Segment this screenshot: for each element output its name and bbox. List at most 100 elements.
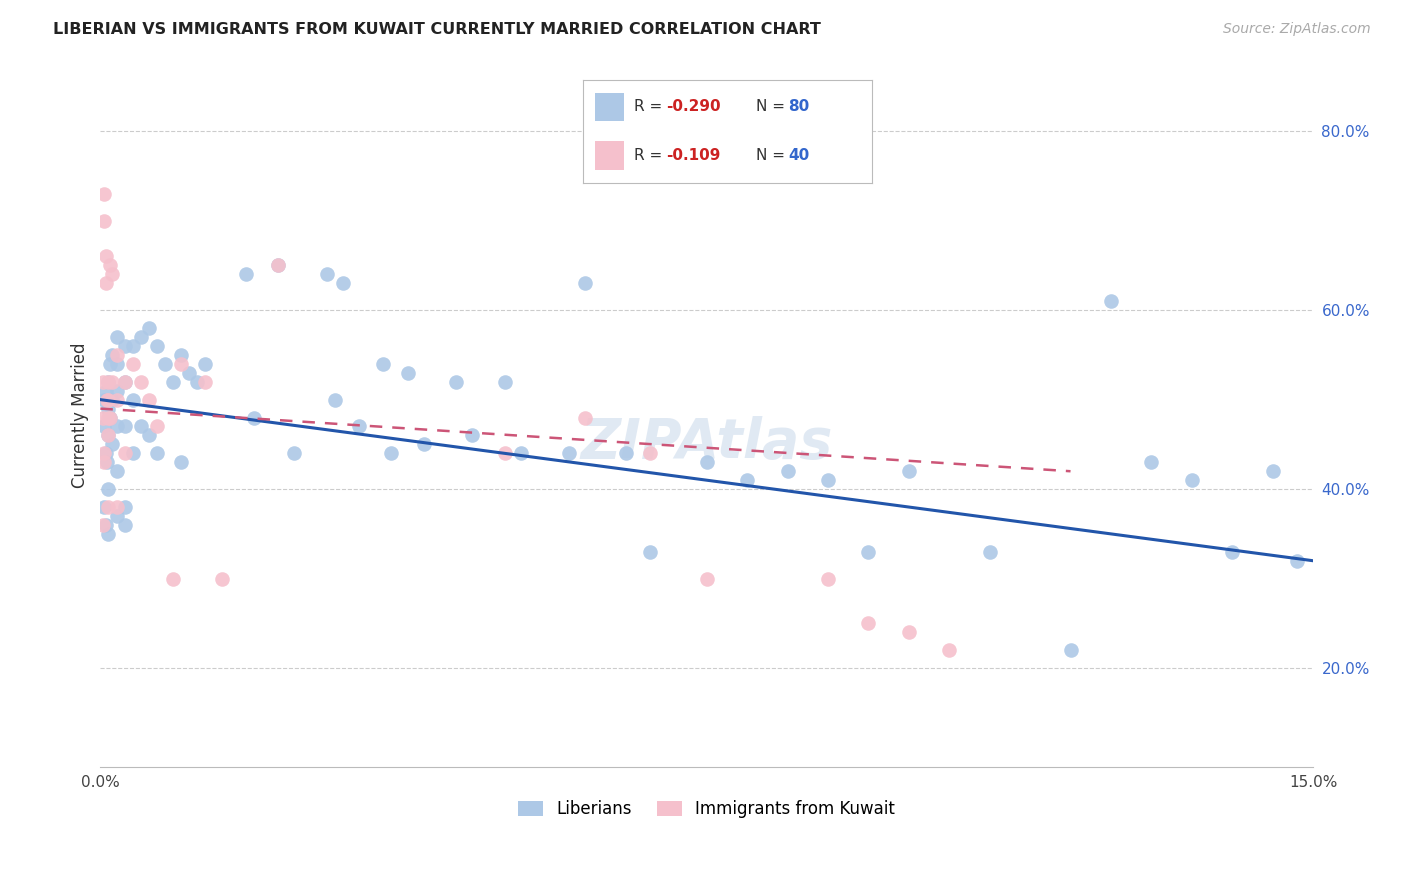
Point xyxy=(858,545,880,559)
Point xyxy=(162,375,184,389)
Point xyxy=(105,348,128,362)
Text: -0.109: -0.109 xyxy=(665,148,720,162)
Point xyxy=(105,357,128,371)
Point xyxy=(101,392,124,407)
Point xyxy=(114,339,136,353)
Point xyxy=(97,375,120,389)
Bar xyxy=(595,93,624,121)
Point xyxy=(121,392,143,407)
Point xyxy=(1059,643,1081,657)
Point xyxy=(96,392,118,407)
Point xyxy=(105,419,128,434)
Text: 80: 80 xyxy=(789,99,810,114)
Point xyxy=(91,517,114,532)
Point xyxy=(91,410,114,425)
Point xyxy=(146,446,169,460)
Point xyxy=(97,482,120,496)
Point xyxy=(638,545,661,559)
Point xyxy=(235,268,257,282)
Point xyxy=(332,277,354,291)
Point xyxy=(96,455,118,469)
Point xyxy=(114,375,136,389)
Point xyxy=(101,268,124,282)
Point xyxy=(315,268,337,282)
Point xyxy=(146,339,169,353)
Point xyxy=(283,446,305,460)
Point xyxy=(114,375,136,389)
Point xyxy=(91,375,114,389)
Legend: Liberians, Immigrants from Kuwait: Liberians, Immigrants from Kuwait xyxy=(512,794,901,825)
Point xyxy=(98,259,121,273)
Point xyxy=(94,250,117,264)
Text: R =: R = xyxy=(634,99,666,114)
Point xyxy=(1181,473,1204,487)
Point xyxy=(267,259,290,273)
Point xyxy=(897,625,920,640)
Point xyxy=(897,464,920,478)
Point xyxy=(97,428,120,442)
Point xyxy=(267,259,290,273)
Point xyxy=(1099,294,1122,309)
Point xyxy=(98,410,121,425)
Point xyxy=(138,392,160,407)
Point xyxy=(179,366,201,380)
Text: 40: 40 xyxy=(789,148,810,162)
Point xyxy=(105,330,128,344)
Point xyxy=(494,375,516,389)
Point xyxy=(347,419,370,434)
Point xyxy=(97,375,120,389)
Point xyxy=(817,572,839,586)
Point xyxy=(170,348,193,362)
Point xyxy=(93,500,115,514)
Point xyxy=(323,392,346,407)
Point xyxy=(105,464,128,478)
Point xyxy=(194,375,217,389)
Text: N =: N = xyxy=(756,148,790,162)
Point xyxy=(114,419,136,434)
Point xyxy=(97,428,120,442)
Text: -0.290: -0.290 xyxy=(665,99,720,114)
Point xyxy=(94,277,117,291)
Point xyxy=(146,419,169,434)
Point xyxy=(614,446,637,460)
Point xyxy=(93,213,115,227)
Point xyxy=(509,446,531,460)
Point xyxy=(114,500,136,514)
Point xyxy=(129,419,152,434)
Text: ZIPAtlas: ZIPAtlas xyxy=(581,417,832,470)
Point xyxy=(93,392,115,407)
Point xyxy=(97,500,120,514)
Point xyxy=(121,339,143,353)
Point xyxy=(243,410,266,425)
Point xyxy=(114,517,136,532)
Point xyxy=(97,527,120,541)
Point xyxy=(97,392,120,407)
Point xyxy=(1261,464,1284,478)
Y-axis label: Currently Married: Currently Married xyxy=(72,343,89,488)
Bar xyxy=(595,141,624,169)
Point xyxy=(162,572,184,586)
Point xyxy=(574,277,596,291)
Point xyxy=(94,446,117,460)
Point xyxy=(93,446,115,460)
Text: Source: ZipAtlas.com: Source: ZipAtlas.com xyxy=(1223,22,1371,37)
Point xyxy=(98,410,121,425)
Point xyxy=(776,464,799,478)
Point xyxy=(373,357,395,371)
Text: LIBERIAN VS IMMIGRANTS FROM KUWAIT CURRENTLY MARRIED CORRELATION CHART: LIBERIAN VS IMMIGRANTS FROM KUWAIT CURRE… xyxy=(53,22,821,37)
Point xyxy=(121,446,143,460)
Point xyxy=(444,375,467,389)
Point xyxy=(93,186,115,201)
Point xyxy=(114,446,136,460)
Point xyxy=(696,455,718,469)
Point xyxy=(96,392,118,407)
Point xyxy=(938,643,960,657)
Point xyxy=(138,321,160,335)
Point xyxy=(817,473,839,487)
Point xyxy=(93,455,115,469)
Point xyxy=(94,517,117,532)
Point xyxy=(94,384,117,398)
Point xyxy=(105,500,128,514)
Point xyxy=(858,616,880,631)
Point xyxy=(412,437,434,451)
